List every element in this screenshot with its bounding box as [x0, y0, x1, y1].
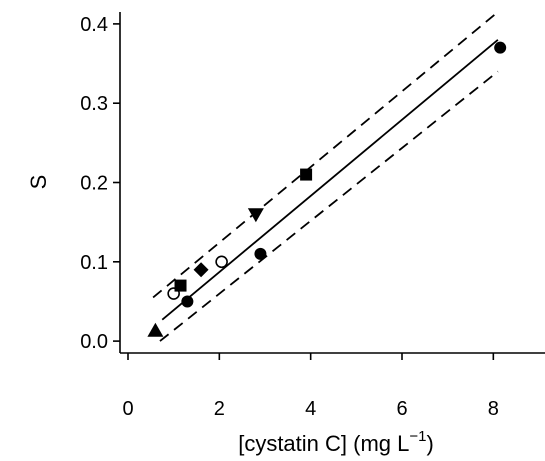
data-point-square [300, 168, 313, 181]
data-point-filled-circle [254, 247, 267, 260]
data-point-triangle-up [147, 322, 164, 337]
x-axis-label-sup: −1 [409, 428, 426, 445]
x-axis-label-main: [cystatin C] (mg L [238, 431, 409, 456]
y-axis-label: S [26, 175, 51, 190]
data-point-filled-circle [181, 295, 194, 308]
x-tick-label: 4 [305, 398, 316, 420]
x-tick-label: 8 [488, 398, 499, 420]
y-tick-label: 0.2 [80, 173, 108, 195]
confidence-lower-line [159, 70, 499, 342]
data-point-diamond [193, 262, 209, 278]
y-tick-label: 0.3 [80, 93, 108, 115]
regression-lines [152, 11, 499, 342]
x-axis-label-close: ) [426, 431, 433, 456]
data-point-triangle-down [247, 208, 264, 223]
data-point-square [174, 279, 187, 292]
x-tick-label: 2 [214, 398, 225, 420]
x-tick-label: 0 [122, 398, 133, 420]
y-tick-label: 0.1 [80, 252, 108, 274]
y-tick-label: 0.0 [80, 331, 108, 353]
data-points [147, 41, 507, 337]
axes: 0.0 0.1 0.2 0.3 0.4 0 2 4 6 8 [80, 12, 545, 420]
confidence-upper-line [152, 11, 499, 299]
x-axis-label: [cystatin C] (mg L−1) [238, 428, 434, 456]
data-point-open-circle [215, 255, 228, 269]
fit-line [161, 39, 499, 321]
x-tick-label: 6 [396, 398, 407, 420]
y-tick-label: 0.4 [80, 14, 108, 36]
data-point-filled-circle [494, 41, 507, 54]
